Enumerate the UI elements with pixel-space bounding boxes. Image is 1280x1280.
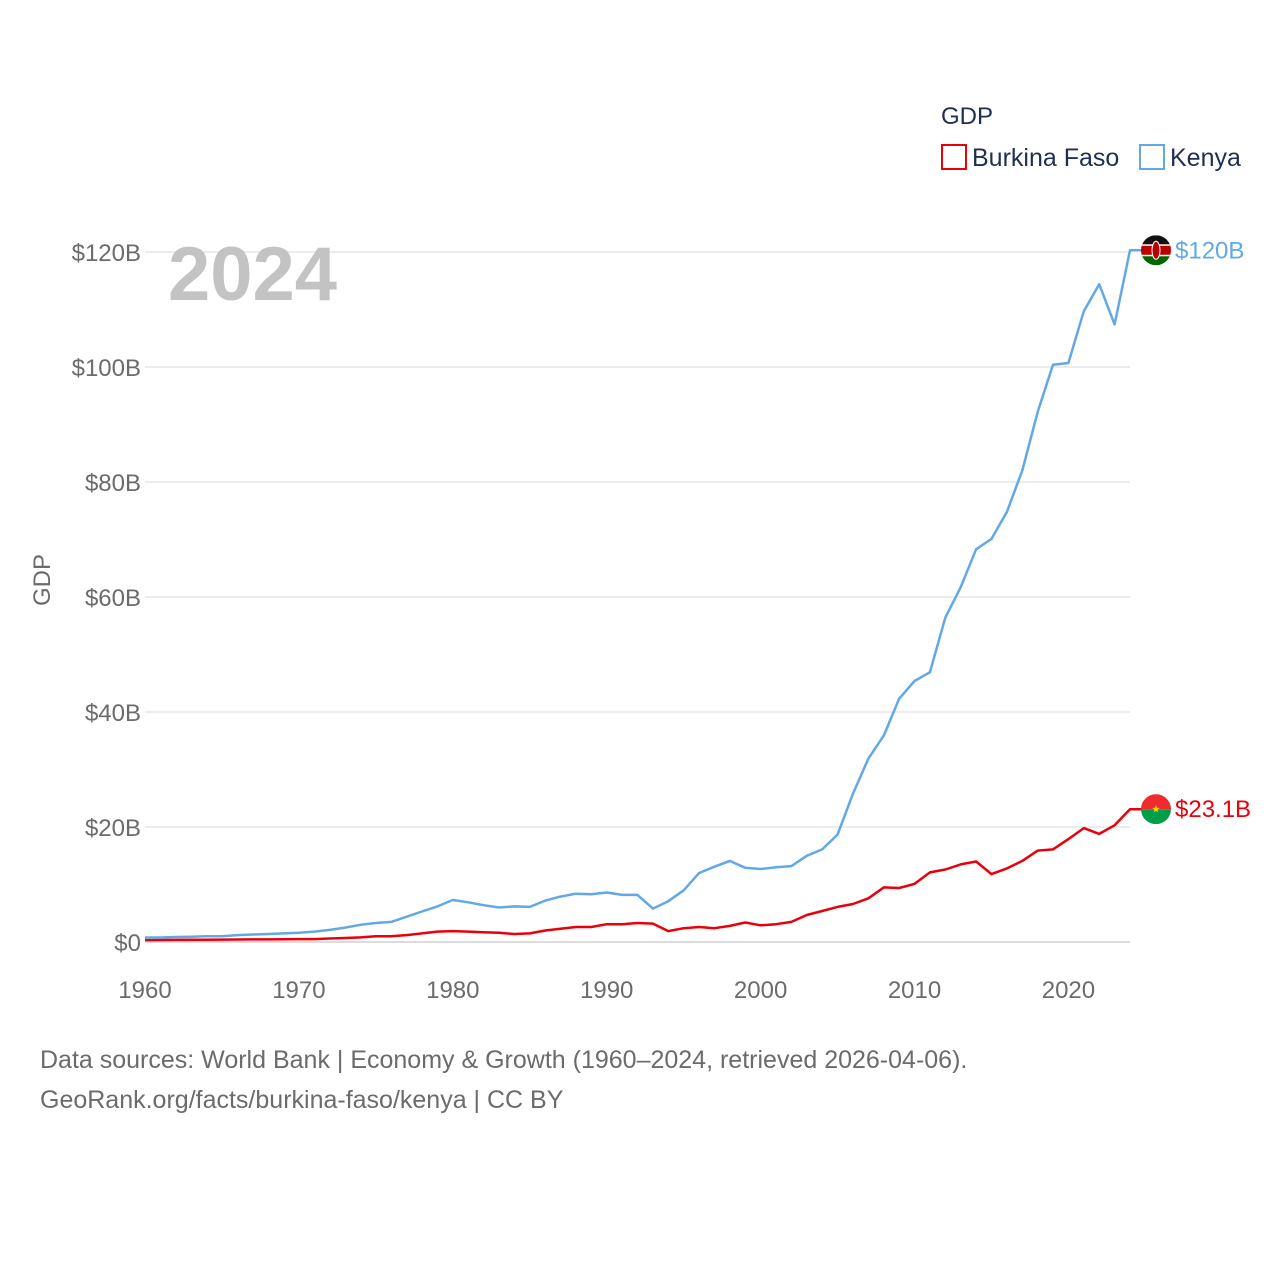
legend-label-kenya[interactable]: Kenya (1170, 144, 1241, 172)
gridlines (145, 251, 1130, 943)
x-tick-label: 1990 (580, 977, 633, 1004)
y-tick-label: $80B (85, 470, 141, 497)
y-axis-title: GDP (29, 554, 56, 606)
x-tick-label: 2020 (1042, 977, 1095, 1004)
y-tick-label: $120B (72, 240, 141, 267)
x-tick-label: 2000 (734, 977, 787, 1004)
y-tick-label: $20B (85, 815, 141, 842)
series-end-markers: $23.1B $120B (1141, 235, 1251, 825)
legend: GDP Burkina Faso Kenya (941, 103, 1241, 172)
end-value-label-burkina-faso: $23.1B (1175, 796, 1251, 823)
legend-title: GDP (941, 103, 993, 130)
y-tick-label: $100B (72, 355, 141, 382)
y-tick-label: $60B (85, 585, 141, 612)
kenya-flag-icon (1141, 235, 1171, 266)
end-value-label-kenya: $120B (1175, 237, 1244, 264)
year-watermark: 2024 (168, 232, 337, 317)
x-tick-label: 2010 (888, 977, 941, 1004)
data-sources-note: Data sources: World Bank | Economy & Gro… (40, 1046, 968, 1074)
series-lines (144, 249, 1142, 942)
x-tick-label: 1970 (272, 977, 325, 1004)
y-axis-ticks: $0 $20B $40B $60B $80B $100B $120B (72, 240, 141, 957)
legend-label-burkina-faso[interactable]: Burkina Faso (972, 144, 1119, 172)
series-line-burkina-faso (144, 807, 1142, 942)
x-tick-label: 1980 (426, 977, 479, 1004)
y-tick-label: $40B (85, 700, 141, 727)
x-axis-ticks: 1960 1970 1980 1990 2000 2010 2020 (118, 977, 1095, 1004)
y-tick-label: $0 (114, 930, 141, 957)
x-tick-label: 1960 (118, 977, 171, 1004)
burkina-faso-flag-icon (1141, 794, 1171, 825)
legend-swatch-burkina-faso[interactable] (941, 144, 967, 170)
footer: Data sources: World Bank | Economy & Gro… (40, 1040, 1240, 1120)
legend-swatch-kenya[interactable] (1139, 144, 1165, 170)
source-link[interactable]: GeoRank.org/facts/burkina-faso/kenya | C… (40, 1086, 564, 1114)
series-line-kenya (145, 249, 1142, 939)
